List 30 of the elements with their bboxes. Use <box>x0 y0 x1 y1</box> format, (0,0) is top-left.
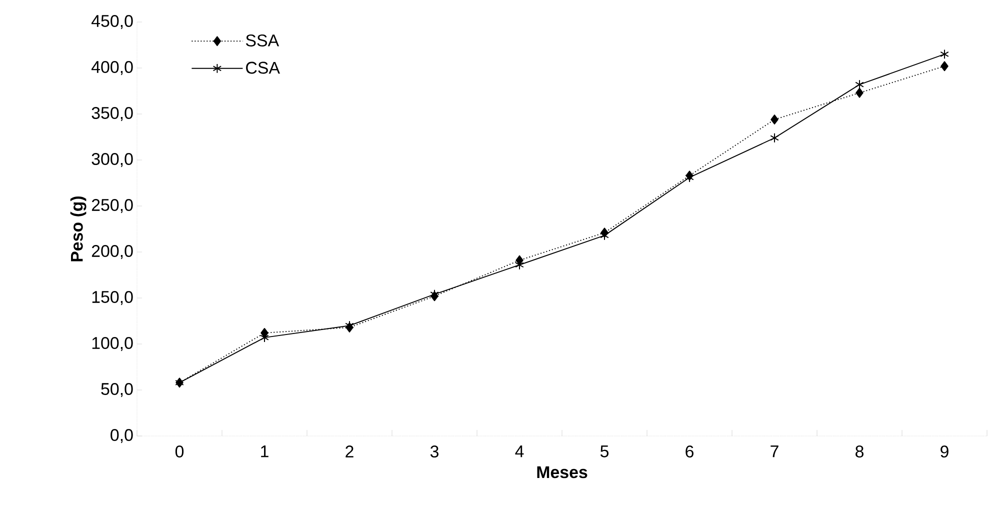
y-tick-label: 100,0 <box>92 337 133 351</box>
x-tick-label: 0 <box>175 446 184 458</box>
x-axis-title: Meses <box>537 466 588 478</box>
x-tick-label: 5 <box>600 446 609 458</box>
y-tick-label: 50,0 <box>101 383 133 397</box>
legend-label: SSA <box>246 34 280 46</box>
y-axis-title: Peso (g) <box>70 196 86 262</box>
y-tick-label: 350,0 <box>92 107 133 121</box>
y-tick-label: 150,0 <box>92 291 133 305</box>
y-tick-label: 450,0 <box>91 15 133 29</box>
x-tick-label: 6 <box>686 446 694 458</box>
y-tick-label: 250,0 <box>92 199 133 213</box>
y-tick-label: 300,0 <box>92 153 133 167</box>
x-tick-label: 7 <box>770 446 778 458</box>
x-tick-label: 4 <box>515 446 524 458</box>
x-tick-label: 9 <box>940 446 948 458</box>
y-tick-label: 200,0 <box>92 245 133 259</box>
x-tick-label: 1 <box>261 446 268 458</box>
x-tick-label: 8 <box>856 446 864 458</box>
x-tick-label: 2 <box>346 446 354 458</box>
point <box>940 49 949 60</box>
point <box>770 114 778 124</box>
y-tick-label: 400,0 <box>91 61 133 75</box>
y-tick-label: 0,0 <box>110 429 133 443</box>
point <box>770 132 779 143</box>
point <box>856 88 864 98</box>
x-tick-label: 3 <box>430 446 438 458</box>
legend-label: CSA <box>246 62 280 74</box>
point <box>940 61 948 72</box>
point <box>855 80 864 90</box>
